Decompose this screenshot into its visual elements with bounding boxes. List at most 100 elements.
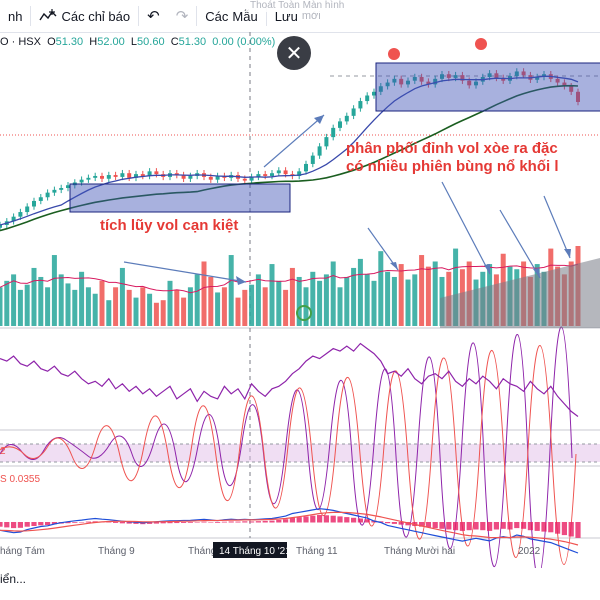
interval-label: nh (8, 8, 23, 24)
candle-body (351, 108, 356, 116)
open-label: O (47, 36, 56, 48)
volume-bar (269, 264, 275, 326)
macd-histogram-bar (153, 522, 159, 524)
macd-histogram-bar (119, 522, 125, 524)
macd-histogram-bar (439, 522, 445, 529)
volume-bar (242, 289, 248, 326)
dividend-marker-icon[interactable] (388, 48, 400, 60)
stoch-k-line (0, 326, 573, 568)
toolbar-tooltip: Thoát Toàn Màn hình (246, 0, 349, 12)
candle-body (562, 82, 567, 87)
macd-histogram-bar (79, 522, 85, 523)
interval-button[interactable]: nh (0, 0, 30, 32)
candle-body (426, 81, 431, 85)
volume-bar (432, 261, 438, 326)
candle-body (569, 86, 574, 92)
volume-bar (249, 284, 255, 326)
macd-histogram-bar (228, 521, 234, 523)
candle-body (0, 225, 2, 228)
candle-body (120, 173, 125, 177)
volume-bar (72, 289, 78, 326)
macd-histogram-bar (262, 520, 268, 523)
macd-histogram-bar (133, 522, 139, 524)
volume-bar (92, 293, 98, 326)
template-button[interactable]: Các Mẫu (197, 0, 265, 32)
volume-bar (133, 297, 139, 326)
candle-body (174, 173, 179, 176)
candle-body (66, 185, 70, 188)
macd-value-label: S 0.0355 (0, 474, 40, 485)
low-label: L (130, 36, 138, 48)
macd-histogram-bar (17, 522, 23, 528)
candle-body (215, 175, 220, 180)
candle-body (249, 176, 254, 181)
candle-body (344, 115, 349, 122)
volume-bar (289, 267, 295, 326)
macd-histogram-bar (364, 519, 370, 523)
macd-histogram-bar (493, 522, 499, 530)
volume-bar (45, 287, 51, 326)
macd-histogram-bar (548, 522, 554, 533)
macd-histogram-bar (398, 522, 404, 525)
arrow-distribution-3 (499, 209, 541, 279)
candle-body (256, 174, 261, 177)
x-tick-label: Tháng (188, 546, 216, 557)
template-prefix: Các (205, 8, 229, 24)
volume-bar (215, 292, 221, 326)
close-label: C (170, 36, 179, 48)
macd-histogram-bar (344, 517, 350, 523)
indicators-button[interactable]: Các chỉ báo (31, 0, 138, 32)
candle-body (134, 174, 138, 178)
volume-bar (181, 297, 187, 326)
macd-histogram-bar (561, 522, 567, 536)
candle-body (181, 175, 186, 179)
candle-body (542, 74, 546, 77)
candle-body (358, 101, 363, 109)
undo-icon: ↶ (147, 8, 160, 25)
macd-histogram-bar (283, 519, 289, 523)
redo-button[interactable]: ↷ (168, 0, 197, 32)
volume-bar (153, 302, 159, 326)
dividend-marker-icon[interactable] (475, 38, 487, 50)
undo-button[interactable]: ↶ (139, 0, 168, 32)
volume-bar (262, 287, 268, 326)
volume-bar (412, 274, 418, 326)
volume-bar (255, 274, 261, 326)
save-button[interactable]: Lưu mới (267, 0, 329, 32)
exit-fullscreen-button[interactable]: ✕ (277, 36, 311, 70)
accumulation-box (69, 183, 291, 213)
macd-histogram-bar (405, 522, 411, 526)
macd-histogram-bar (466, 522, 472, 531)
candle-body (440, 74, 444, 79)
rsi-line (0, 342, 579, 417)
arrow-distribution-4 (543, 195, 571, 259)
volume-bar (99, 280, 105, 326)
close-value: 51.30 (178, 36, 207, 48)
event-marker-icon[interactable] (296, 305, 312, 321)
macd-histogram-bar (514, 522, 520, 529)
arrow-distribution-2 (441, 181, 491, 275)
candle-body (242, 178, 247, 181)
volume-bar (106, 300, 112, 326)
volume-bar (0, 287, 3, 326)
candle-body (406, 80, 410, 85)
volume-bar (283, 289, 289, 326)
toolbar-divider (138, 6, 140, 26)
candle-body (59, 188, 64, 190)
ohlc-legend: O · HSX O51.30 H52.00 L50.60 C51.30 0.00… (0, 36, 275, 48)
chart-canvas[interactable]: tích lũy vol cạn kiệt phân phối đỉnh vol… (0, 32, 600, 568)
macd-histogram-bar (296, 517, 302, 523)
volume-bar (323, 274, 329, 326)
volume-bar (24, 284, 30, 326)
arrow-volume-dry (123, 261, 247, 283)
macd-histogram-bar (317, 515, 323, 523)
volume-bar (453, 248, 459, 326)
ma-slow-line (0, 84, 579, 232)
candle-body (93, 175, 98, 178)
candle-body (433, 78, 438, 85)
candle-body (392, 78, 397, 83)
macd-histogram-bar (249, 521, 255, 523)
macd-histogram-bar (507, 522, 513, 530)
volume-bar (174, 289, 180, 326)
template-label: Mẫu (232, 8, 258, 24)
